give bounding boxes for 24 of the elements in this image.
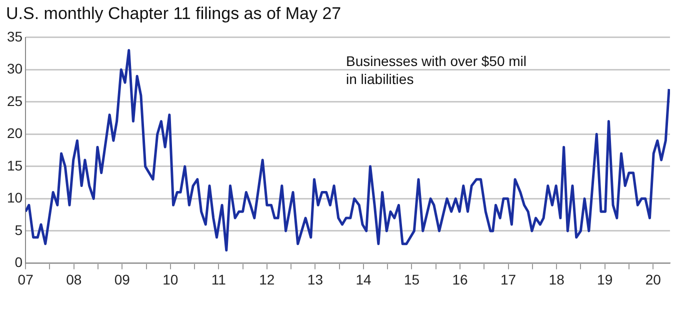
x-tick-label: 19 [597, 271, 613, 288]
x-tick-label: 12 [259, 271, 275, 288]
x-tick-label: 20 [645, 271, 662, 288]
y-tick-label: 20 [6, 125, 23, 142]
y-tick-label: 30 [6, 60, 23, 77]
x-tick-label: 16 [452, 271, 468, 288]
x-tick-label: 18 [548, 271, 565, 288]
x-tick-label: 11 [211, 271, 226, 288]
x-tick-label: 14 [356, 271, 372, 288]
x-tick-label: 07 [18, 271, 34, 288]
x-tick-label: 08 [66, 271, 82, 288]
annotation: Businesses with over $50 mil in liabilities [346, 52, 528, 88]
y-tick-label: 15 [6, 157, 23, 174]
y-tick-label: 35 [6, 28, 23, 44]
x-tick-label: 09 [114, 271, 130, 288]
x-tick-label: 15 [404, 271, 420, 288]
x-tick-label: 10 [162, 271, 178, 288]
y-tick-label: 0 [14, 254, 23, 270]
y-tick-label: 5 [14, 222, 23, 238]
y-tick-label: 25 [6, 92, 23, 109]
chart-title: U.S. monthly Chapter 11 filings as of May 27 [6, 4, 342, 24]
x-tick-label: 17 [500, 271, 516, 288]
y-tick-label: 10 [6, 190, 23, 206]
x-tick-label: 13 [307, 271, 324, 288]
